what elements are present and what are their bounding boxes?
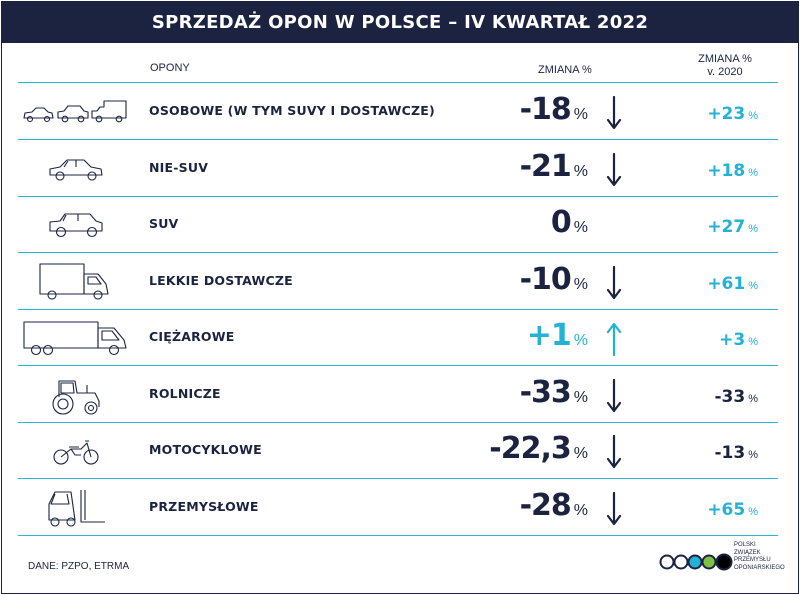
title-bar: SPRZEDAŻ OPON W POLSCE – IV KWARTAŁ 2022 — [1, 1, 799, 43]
table-row: NIE-SUV -21% +18% — [18, 141, 778, 197]
change-value: -21% — [519, 148, 588, 184]
change-value: +1% — [526, 318, 588, 353]
change-vs-2020-value: +18% — [707, 160, 758, 181]
table-row: ROLNICZE -33% -33% — [18, 367, 778, 423]
change-vs-2020-value: +23% — [707, 104, 758, 124]
change-value: -22,3% — [489, 431, 588, 466]
change-vs-2020-value: -33% — [714, 386, 759, 407]
table-row: CIĘŻAROWE +1% +3% — [18, 310, 778, 366]
change-vs-2020-value: -13% — [714, 443, 759, 463]
car-icon — [20, 145, 132, 193]
change-vs-2020-value: +65% — [707, 499, 758, 520]
category-name: MOTOCYKLOWE — [149, 442, 262, 457]
change-vs-2020-value: +27% — [707, 217, 758, 237]
category-name: LEKKIE DOSTAWCZE — [149, 272, 293, 288]
page-title: SPRZEDAŻ OPON W POLSCE – IV KWARTAŁ 2022 — [151, 11, 649, 33]
forklift-icon — [20, 484, 132, 532]
truck-icon — [20, 314, 132, 362]
table-row: OSOBOWE (W TYM SUVY I DOSTAWCZE) -18% +23% — [18, 84, 778, 140]
change-value: -18% — [519, 92, 588, 127]
arrow-down-icon — [606, 434, 622, 469]
category-name: PRZEMYSŁOWE — [149, 498, 259, 514]
suv-icon — [20, 201, 132, 249]
pzpo-logo: POLSKI ZWIĄZEK PRZEMYSŁU OPONIARSKIEGO — [658, 540, 785, 576]
table-row: LEKKIE DOSTAWCZE -10% +61% — [18, 254, 778, 310]
category-name: NIE-SUV — [149, 159, 209, 175]
motorcycle-icon — [20, 427, 132, 475]
tractor-icon — [20, 371, 132, 419]
change-vs-2020-value: +3% — [719, 330, 758, 350]
header-change-vs-2020-line1: ZMIANA % — [698, 53, 752, 65]
change-value: -33% — [519, 374, 588, 410]
row-divider — [18, 195, 778, 197]
logo-circles-icon — [659, 553, 733, 571]
row-divider — [18, 252, 778, 253]
header-change: ZMIANA % — [538, 64, 592, 76]
change-value: -28% — [519, 487, 588, 523]
arrow-down-icon — [606, 378, 622, 413]
header-divider — [18, 82, 778, 83]
row-divider — [18, 534, 778, 536]
category-name: OSOBOWE (W TYM SUVY I DOSTAWCZE) — [149, 103, 435, 118]
arrow-down-icon — [606, 152, 622, 187]
row-divider — [18, 308, 778, 310]
row-divider — [18, 421, 778, 423]
arrow-down-icon — [606, 491, 622, 526]
category-name: CIĘŻAROWE — [149, 329, 235, 344]
change-value: 0% — [550, 205, 588, 240]
change-vs-2020-value: +61% — [707, 273, 758, 294]
table-row: PRZEMYSŁOWE -28% +65% — [18, 480, 778, 536]
arrow-down-icon — [606, 95, 622, 130]
header-change-vs-2020-line2: v. 2020 — [707, 66, 743, 78]
row-divider — [18, 478, 778, 479]
table-row: SUV 0% +27% — [18, 197, 778, 253]
header-change-vs-2020: ZMIANA % v. 2020 — [690, 53, 760, 79]
three-vehicles-icon — [20, 88, 132, 136]
content-frame — [1, 43, 799, 594]
change-value: -10% — [519, 261, 588, 297]
logo-text: POLSKI ZWIĄZEK PRZEMYSŁU OPONIARSKIEGO — [734, 542, 785, 571]
row-divider — [18, 139, 778, 140]
data-source: DANE: PZPO, ETRMA — [28, 561, 130, 572]
header-tyres: OPONY — [150, 62, 190, 74]
van-icon — [20, 258, 132, 306]
arrow-up-icon — [606, 322, 622, 357]
category-name: ROLNICZE — [149, 385, 221, 401]
row-divider — [18, 365, 778, 366]
table-row: MOTOCYKLOWE -22,3% -13% — [18, 423, 778, 479]
arrow-down-icon — [606, 265, 622, 300]
category-name: SUV — [149, 216, 179, 231]
